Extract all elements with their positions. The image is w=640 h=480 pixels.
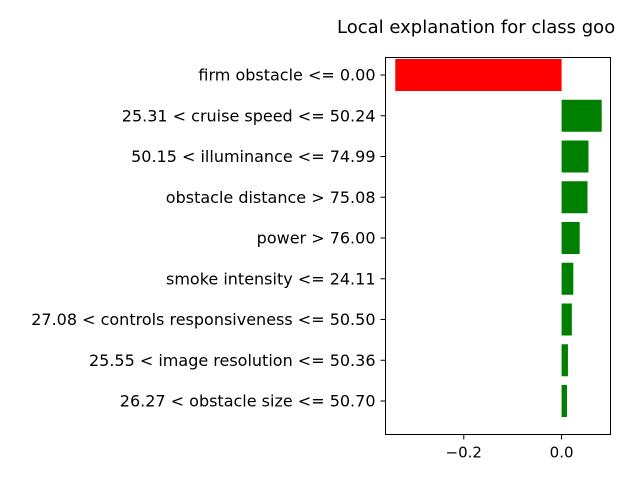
x-axis: −0.2 0.0 xyxy=(446,434,574,462)
category-label-0: firm obstacle <= 0.00 xyxy=(198,66,375,85)
category-label-4: power > 76.00 xyxy=(257,229,376,248)
bar-8 xyxy=(561,385,567,417)
bar-3 xyxy=(561,181,588,214)
category-label-7: 25.55 < image resolution <= 50.36 xyxy=(89,351,376,370)
category-label-8: 26.27 < obstacle size <= 50.70 xyxy=(120,392,376,411)
category-label-5: smoke intensity <= 24.11 xyxy=(166,269,376,288)
category-label-1: 25.31 < cruise speed <= 50.24 xyxy=(122,106,376,125)
bar-5 xyxy=(561,262,574,295)
bar-2 xyxy=(561,140,589,173)
bar-7 xyxy=(561,344,568,377)
plot-frame xyxy=(385,57,611,435)
category-label-6: 27.08 < controls responsiveness <= 50.50 xyxy=(31,310,375,329)
bar-4 xyxy=(561,222,580,254)
bar-1 xyxy=(561,99,602,132)
bar-6 xyxy=(561,303,572,336)
x-tick-label-0: −0.2 xyxy=(446,444,482,462)
category-label-3: obstacle distance > 75.08 xyxy=(166,188,376,207)
category-labels-group: firm obstacle <= 0.00 25.31 < cruise spee… xyxy=(31,66,386,411)
x-tick-label-1: 0.0 xyxy=(550,444,574,462)
bars-group xyxy=(395,59,602,417)
category-label-2: 50.15 < illuminance <= 74.99 xyxy=(131,147,375,166)
chart-title: Local explanation for class goo xyxy=(337,17,615,38)
bar-0 xyxy=(395,59,562,91)
